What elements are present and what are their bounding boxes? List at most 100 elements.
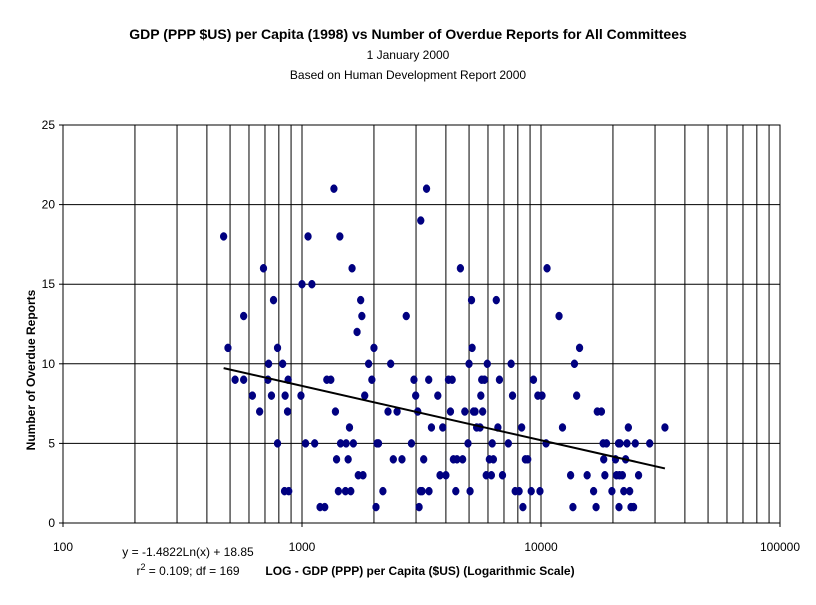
data-point (434, 391, 442, 400)
data-point (389, 455, 397, 464)
data-point (402, 311, 410, 321)
data-point (370, 343, 378, 353)
data-point (600, 455, 608, 464)
grid-lines (63, 125, 780, 523)
data-point (364, 359, 373, 369)
data-point (361, 391, 369, 400)
data-point (387, 359, 395, 369)
data-point (372, 502, 380, 512)
data-point (342, 439, 350, 448)
data-point (267, 391, 276, 400)
plot-area-frame (62, 124, 781, 524)
data-point (231, 375, 239, 384)
data-point (321, 502, 329, 512)
data-point (358, 311, 366, 321)
chart-title: GDP (PPP $US) per Capita (1998) vs Numbe… (129, 26, 687, 42)
data-point (281, 391, 289, 400)
data-point (417, 216, 425, 225)
data-point (283, 407, 292, 416)
data-point (634, 470, 643, 480)
data-point (518, 423, 526, 432)
data-point (448, 375, 456, 384)
data-point (331, 407, 340, 416)
data-point (629, 502, 638, 512)
data-point (646, 439, 654, 448)
data-point (240, 375, 248, 384)
data-point (495, 375, 504, 384)
data-point (488, 439, 496, 448)
data-point (311, 439, 319, 448)
data-point (558, 423, 567, 432)
data-point (583, 470, 591, 480)
data-point (425, 375, 433, 384)
x-tick-label: 1000 (289, 540, 316, 554)
data-point (374, 439, 383, 448)
data-point (384, 407, 392, 416)
data-point (529, 375, 538, 384)
data-point (368, 375, 376, 384)
data-point (602, 439, 611, 448)
data-point (334, 486, 343, 496)
data-point (569, 502, 577, 512)
data-point (483, 359, 491, 369)
data-point (407, 439, 416, 448)
data-point (349, 439, 357, 448)
data-point (353, 327, 361, 337)
data-point (458, 455, 467, 464)
data-point (570, 359, 579, 369)
data-point (224, 343, 232, 353)
data-points (219, 184, 669, 512)
data-point (330, 184, 338, 193)
data-point (461, 407, 469, 416)
data-point (498, 470, 507, 480)
data-point (624, 423, 633, 432)
data-point (538, 391, 546, 400)
data-point (308, 279, 316, 289)
data-point (345, 423, 354, 432)
data-point (468, 343, 476, 353)
data-point (566, 470, 575, 480)
data-point (273, 343, 282, 353)
data-point (418, 486, 426, 496)
trendline (223, 367, 666, 470)
data-point (597, 407, 606, 416)
chart-subtitle-source: Based on Human Development Report 2000 (289, 68, 527, 82)
data-point (479, 407, 487, 416)
data-point (480, 375, 489, 384)
trendline-equation: y = -1.4822Ln(x) + 18.85 (122, 545, 254, 559)
chart-subtitle-date: 1 January 2000 (366, 48, 450, 62)
data-point (285, 486, 293, 496)
data-point (492, 295, 500, 305)
data-point (477, 391, 485, 400)
data-point (297, 391, 305, 400)
x-axis-ticks: 100 1000 10000 100000 (53, 523, 800, 554)
data-point (347, 486, 355, 496)
y-tick-label: 15 (42, 277, 56, 291)
data-point (504, 439, 512, 448)
data-point (626, 486, 634, 496)
data-point (589, 486, 598, 496)
data-point (301, 439, 310, 448)
data-point (327, 375, 335, 384)
y-tick-label: 25 (42, 118, 56, 132)
data-point (379, 486, 387, 496)
data-point (465, 359, 473, 369)
data-point (507, 359, 515, 369)
data-point (623, 439, 631, 448)
data-point (259, 264, 268, 273)
data-point (248, 391, 257, 400)
y-tick-label: 0 (48, 516, 55, 530)
data-point (425, 486, 433, 496)
data-point (519, 502, 527, 512)
x-tick-label: 10000 (524, 540, 558, 554)
data-point (427, 423, 436, 432)
data-point (420, 455, 428, 464)
data-point (398, 455, 406, 464)
data-point (601, 470, 609, 480)
data-point (575, 343, 584, 353)
trendline-stats: r2 = 0.109; df = 169 (136, 562, 240, 578)
data-point (415, 502, 423, 512)
data-point (344, 455, 352, 464)
data-point (410, 375, 418, 384)
data-point (466, 486, 474, 496)
